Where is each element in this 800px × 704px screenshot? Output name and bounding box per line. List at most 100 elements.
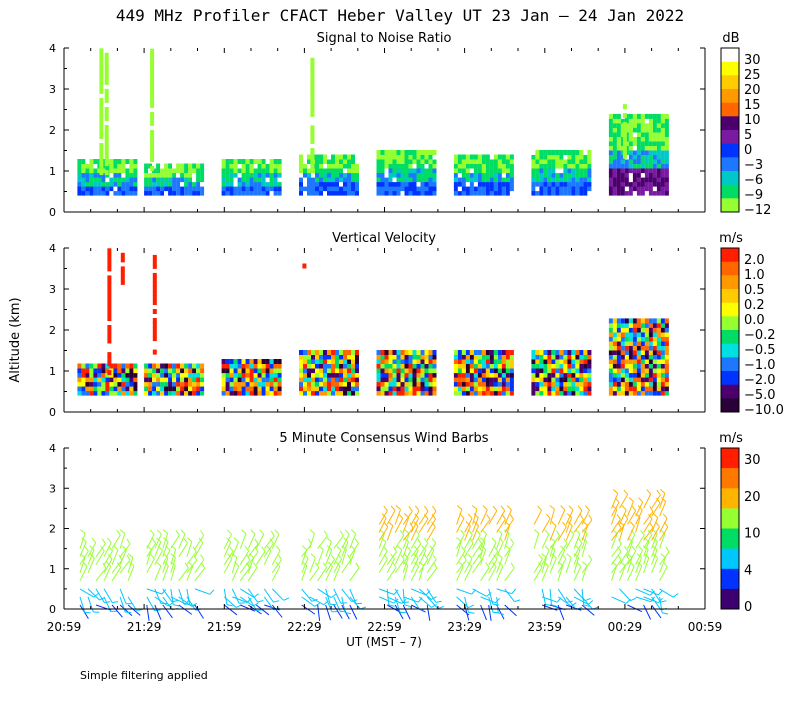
heatmap-cell bbox=[665, 377, 669, 382]
heatmap-cell bbox=[633, 132, 637, 137]
data-segment bbox=[454, 350, 514, 396]
heatmap-cell bbox=[258, 164, 262, 169]
heatmap-cell bbox=[242, 173, 246, 178]
heatmap-cell bbox=[502, 391, 506, 396]
heatmap-cell bbox=[429, 359, 433, 364]
wind-barb-feather bbox=[512, 589, 516, 594]
heatmap-cell bbox=[85, 173, 89, 178]
heatmap-cell bbox=[531, 373, 535, 378]
heatmap-cell bbox=[502, 350, 506, 355]
barb-group bbox=[457, 506, 521, 621]
heatmap-cell bbox=[645, 155, 649, 160]
heatmap-cell bbox=[506, 168, 510, 173]
heatmap-cell bbox=[633, 373, 637, 378]
heatmap-cell bbox=[377, 368, 381, 373]
heatmap-cell bbox=[250, 359, 254, 364]
heatmap-cell bbox=[105, 386, 109, 391]
heatmap-cell bbox=[617, 164, 621, 169]
heatmap-cell bbox=[474, 155, 478, 160]
heatmap-cell bbox=[230, 182, 234, 187]
heatmap-cell bbox=[401, 177, 405, 182]
heatmap-cell bbox=[133, 186, 137, 191]
heatmap-cell bbox=[311, 182, 315, 187]
heatmap-cell bbox=[555, 173, 559, 178]
heatmap-cell bbox=[121, 368, 125, 373]
heatmap-cell bbox=[89, 377, 93, 382]
heatmap-cell bbox=[230, 359, 234, 364]
heatmap-cell bbox=[389, 182, 393, 187]
wind-barb-feather bbox=[276, 546, 280, 551]
heatmap-cell bbox=[623, 149, 627, 154]
wind-barb-feather bbox=[355, 538, 359, 543]
panel-3: 5 Minute Consensus Wind Barbs01234m/s302… bbox=[49, 431, 761, 621]
heatmap-cell bbox=[429, 377, 433, 382]
heatmap-cell bbox=[278, 177, 282, 182]
heatmap-cell bbox=[502, 368, 506, 373]
heatmap-cell bbox=[478, 191, 482, 196]
heatmap-cell bbox=[99, 80, 103, 85]
heatmap-cell bbox=[555, 355, 559, 360]
heatmap-cell bbox=[307, 373, 311, 378]
heatmap-cell bbox=[196, 168, 200, 173]
wind-barb-feather bbox=[398, 546, 402, 550]
heatmap-cell bbox=[105, 75, 109, 80]
heatmap-cell bbox=[377, 386, 381, 391]
heatmap-cell bbox=[613, 350, 617, 355]
heatmap-cell bbox=[645, 341, 649, 346]
heatmap-cell bbox=[587, 177, 591, 182]
heatmap-cell bbox=[121, 382, 125, 387]
heatmap-cell bbox=[563, 186, 567, 191]
colorbar-swatch bbox=[721, 344, 739, 358]
heatmap-cell bbox=[653, 132, 657, 137]
heatmap-cell bbox=[77, 373, 81, 378]
heatmap-cell bbox=[547, 373, 551, 378]
heatmap-cell bbox=[152, 364, 156, 369]
heatmap-cell bbox=[230, 191, 234, 196]
x-tick-label: 00:59 bbox=[688, 620, 723, 634]
wind-barb-feather bbox=[152, 538, 156, 543]
y-tick-label: 1 bbox=[49, 563, 56, 576]
heatmap-cell bbox=[458, 182, 462, 187]
heatmap-cell bbox=[184, 373, 188, 378]
heatmap-cell bbox=[421, 373, 425, 378]
wind-barb-feather bbox=[501, 506, 505, 511]
heatmap-cell bbox=[575, 382, 579, 387]
heatmap-cell bbox=[633, 146, 637, 151]
heatmap-cell bbox=[385, 355, 389, 360]
heatmap-cell bbox=[421, 173, 425, 178]
wind-barb-feather bbox=[302, 546, 307, 550]
heatmap-cell bbox=[641, 191, 645, 196]
heatmap-cell bbox=[583, 386, 587, 391]
heatmap-cell bbox=[405, 186, 409, 191]
heatmap-cell bbox=[490, 364, 494, 369]
heatmap-cell bbox=[641, 350, 645, 355]
heatmap-cell bbox=[649, 191, 653, 196]
heatmap-cell bbox=[101, 182, 105, 187]
heatmap-cell bbox=[613, 318, 617, 323]
heatmap-cell bbox=[150, 116, 154, 121]
heatmap-cell bbox=[343, 359, 347, 364]
heatmap-cell bbox=[454, 386, 458, 391]
heatmap-cell bbox=[397, 155, 401, 160]
heatmap-cell bbox=[266, 182, 270, 187]
heatmap-cell bbox=[535, 364, 539, 369]
heatmap-cell bbox=[93, 364, 97, 369]
heatmap-cell bbox=[250, 186, 254, 191]
wind-barb bbox=[558, 605, 564, 620]
heatmap-cell bbox=[258, 377, 262, 382]
heatmap-cell bbox=[405, 373, 409, 378]
heatmap-cell bbox=[567, 359, 571, 364]
heatmap-cell bbox=[555, 373, 559, 378]
heatmap-cell bbox=[184, 182, 188, 187]
heatmap-cell bbox=[192, 386, 196, 391]
heatmap-cell bbox=[242, 191, 246, 196]
heatmap-cell bbox=[559, 186, 563, 191]
heatmap-cell bbox=[575, 168, 579, 173]
heatmap-cell bbox=[502, 191, 506, 196]
heatmap-cell bbox=[665, 155, 669, 160]
heatmap-cell bbox=[409, 186, 413, 191]
heatmap-cell bbox=[107, 284, 111, 289]
heatmap-cell bbox=[99, 116, 103, 121]
heatmap-cell bbox=[551, 150, 555, 155]
